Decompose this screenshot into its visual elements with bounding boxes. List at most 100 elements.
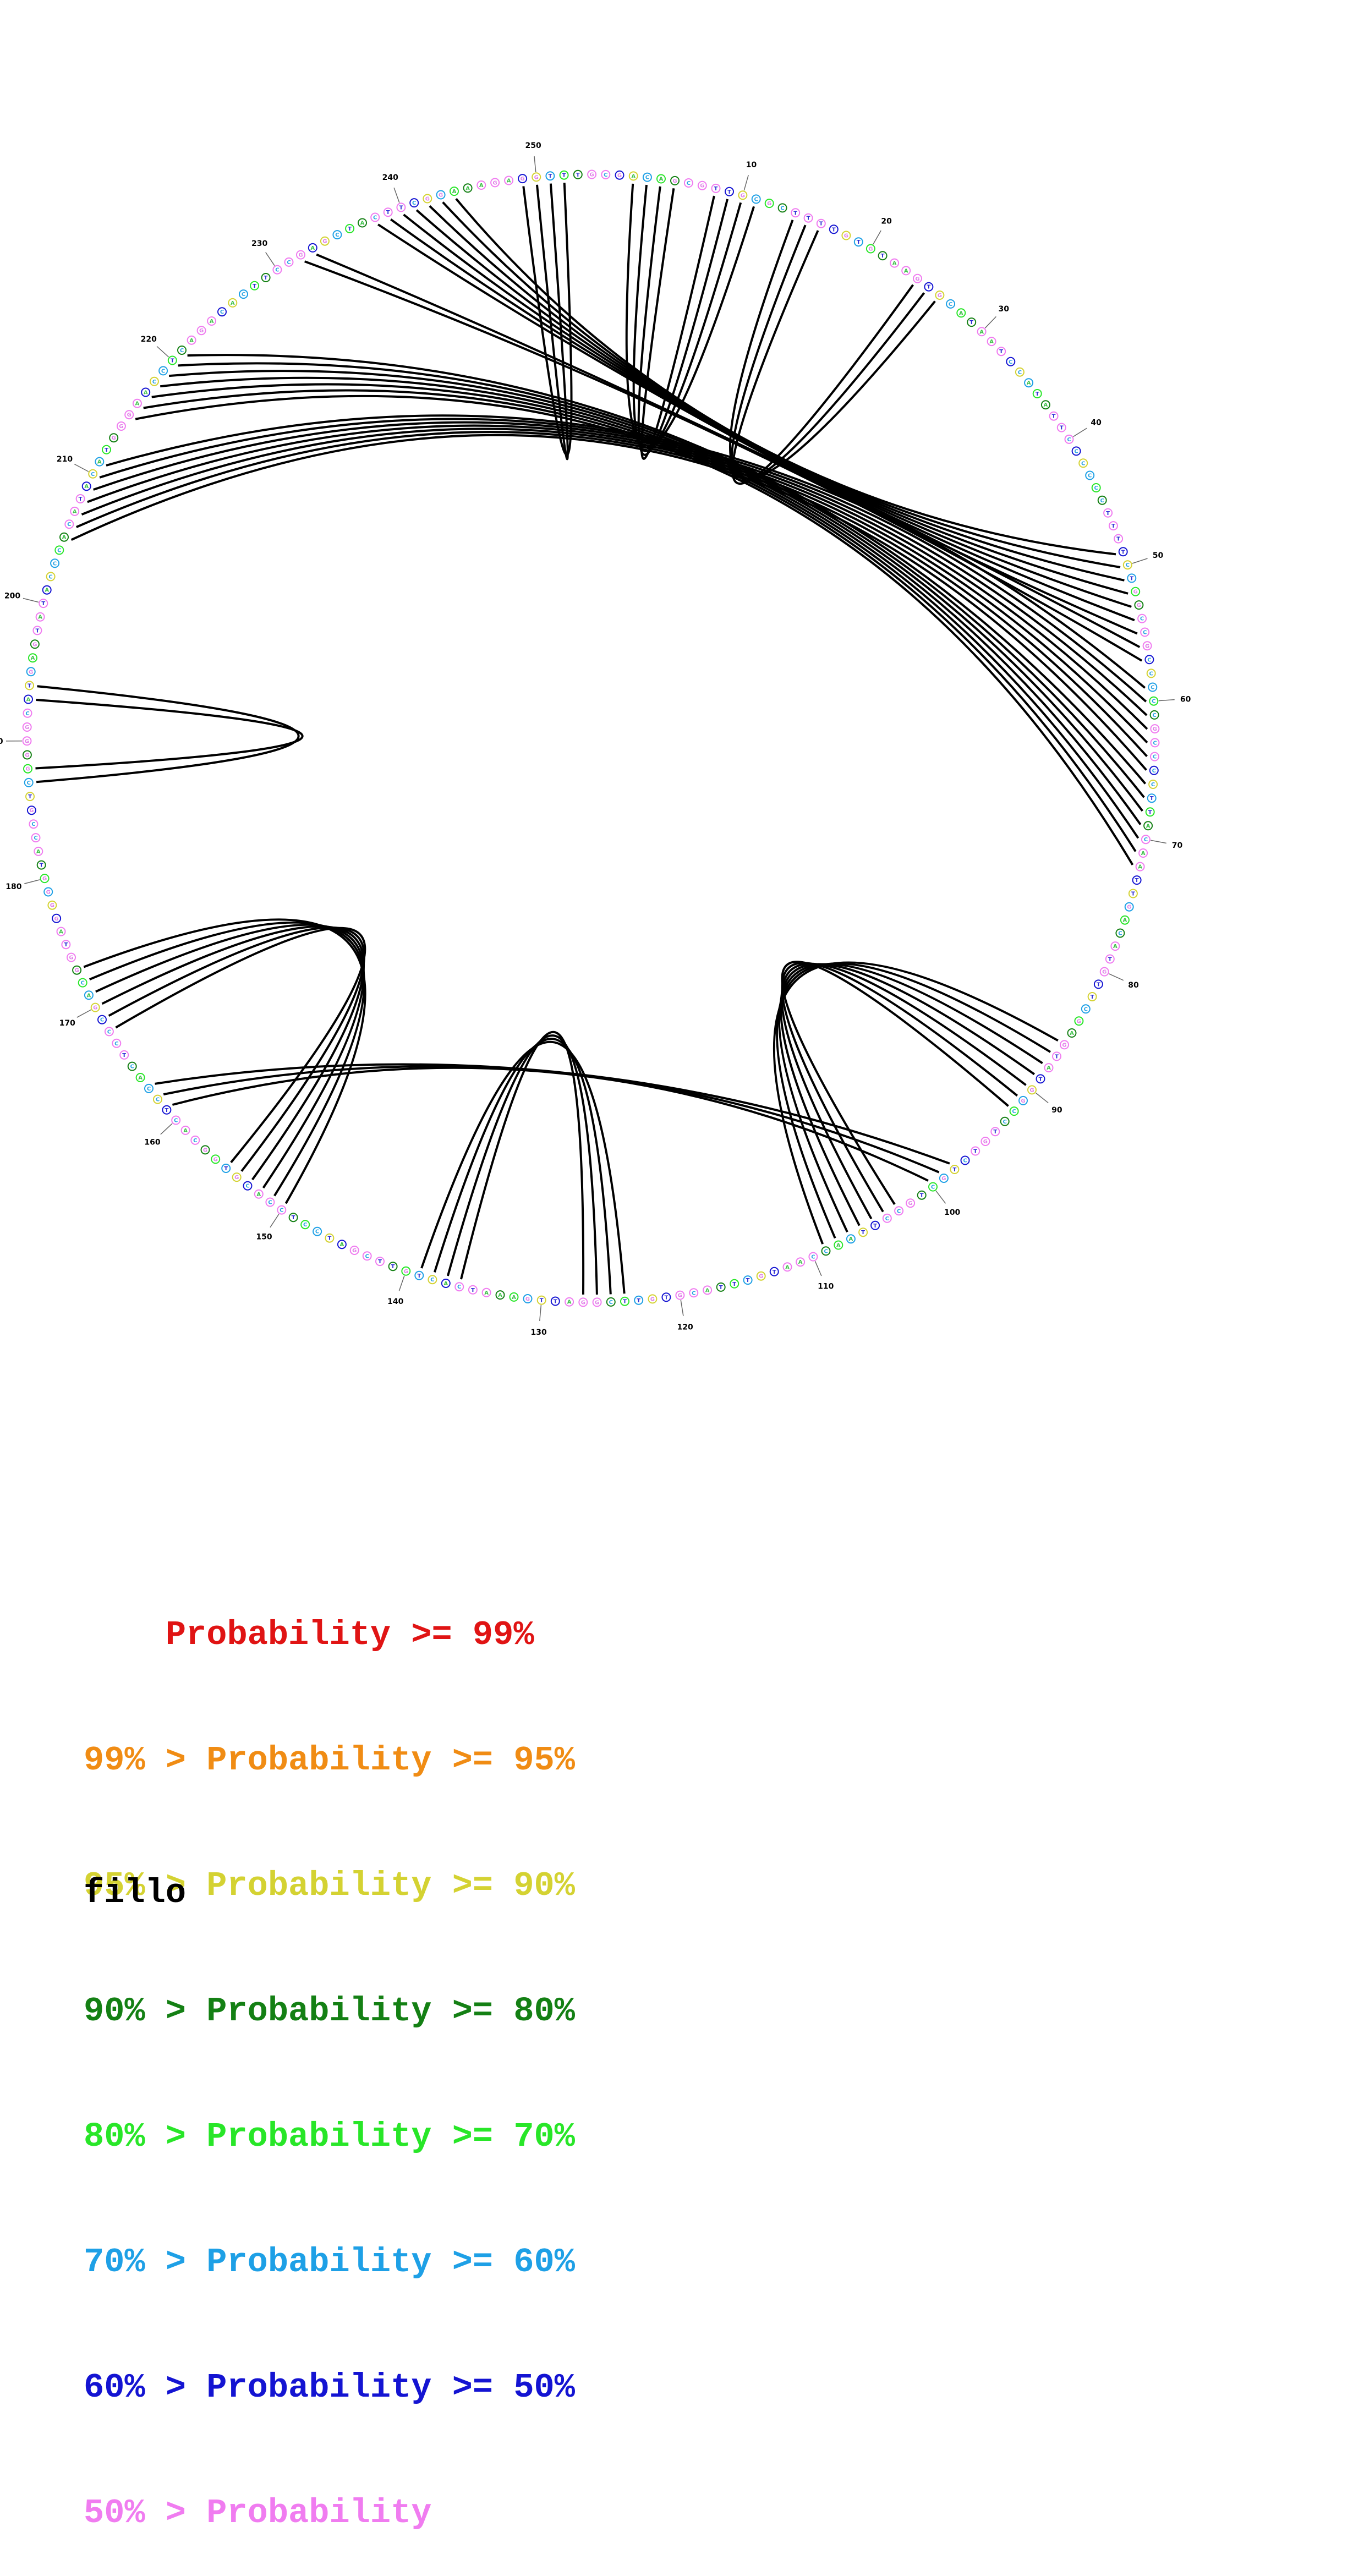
nucleotide: G	[23, 723, 31, 731]
nucleotide-letter: A	[1044, 402, 1048, 408]
position-tick	[266, 253, 275, 266]
nucleotide: A	[188, 336, 196, 344]
nucleotide-letter: T	[391, 1264, 395, 1270]
nucleotide-letter: A	[892, 261, 897, 267]
nucleotide: C	[1124, 561, 1132, 569]
nucleotide: A	[1111, 942, 1119, 950]
nucleotide: G	[437, 191, 445, 199]
nucleotide: T	[817, 220, 825, 228]
nucleotide-letter: A	[567, 1300, 572, 1306]
nucleotide: A	[358, 219, 366, 227]
nucleotide: C	[1147, 669, 1155, 677]
nucleotide-letter: C	[1144, 837, 1148, 843]
nucleotide: A	[847, 1235, 855, 1243]
nucleotide: C	[1116, 929, 1124, 938]
nucleotide-letter: C	[1151, 782, 1155, 788]
nucleotide: C	[277, 1206, 286, 1214]
position-label: 150	[256, 1233, 272, 1242]
nucleotide-letter: T	[327, 1236, 331, 1242]
position-label: 190	[0, 737, 3, 746]
nucleotide-letter: T	[623, 1299, 627, 1305]
nucleotide-letter: G	[74, 968, 79, 974]
nucleotide-letter: G	[119, 424, 123, 430]
nucleotide: T	[730, 1280, 738, 1288]
nucleotide-letter: C	[1012, 1109, 1016, 1115]
circular-structure-diagram: 1020304050607080901001101201301401501601…	[0, 0, 1364, 1375]
nucleotide-letter: G	[1145, 643, 1149, 649]
nucleotide: T	[918, 1191, 926, 1199]
nucleotide-letter: C	[1074, 448, 1078, 454]
nucleotide-letter: C	[365, 1253, 369, 1259]
nucleotide: T	[546, 172, 554, 180]
nucleotide-letter: G	[1077, 1018, 1081, 1024]
nucleotide-letter: A	[73, 509, 77, 515]
nucleotide-letter: C	[1118, 931, 1122, 937]
nucleotide: A	[43, 586, 51, 594]
position-tick	[270, 1214, 279, 1227]
base-pair-arc	[36, 686, 299, 782]
nucleotide: A	[629, 172, 638, 180]
nucleotide: G	[24, 765, 32, 773]
nucleotide: G	[198, 326, 206, 335]
nucleotide: A	[988, 337, 996, 346]
position-tick	[399, 1276, 404, 1291]
nucleotide-letter: A	[340, 1242, 344, 1248]
nucleotide-letter: A	[138, 1075, 143, 1081]
nucleotide-letter: C	[811, 1254, 815, 1260]
nucleotide: C	[1079, 459, 1087, 467]
nucleotide: G	[648, 1295, 656, 1303]
nucleotide: C	[218, 308, 226, 316]
nucleotide-letter: C	[57, 547, 61, 553]
nucleotide-letter: A	[62, 535, 67, 541]
nucleotide-letter: G	[127, 412, 132, 418]
nucleotide-letter: G	[32, 642, 37, 648]
nucleotide-letter: A	[989, 339, 994, 345]
nucleotide-letter: G	[25, 766, 30, 772]
nucleotide-letter: G	[54, 916, 58, 922]
nucleotide: T	[924, 283, 933, 291]
nucleotide: G	[31, 640, 39, 648]
base-pair-arc	[774, 962, 1058, 1244]
nucleotide-letter: C	[1081, 461, 1085, 467]
base-pair-arc	[730, 220, 935, 479]
nucleotide-letter: A	[849, 1236, 853, 1242]
nucleotide-letter: C	[1140, 616, 1144, 622]
nucleotide: A	[136, 1073, 145, 1082]
position-label: 210	[57, 455, 73, 464]
nucleotide-letter: T	[727, 189, 731, 195]
nucleotide: C	[1065, 435, 1073, 443]
nucleotide: T	[1094, 980, 1103, 988]
position-tick	[681, 1300, 683, 1316]
nucleotide-letter: G	[298, 253, 303, 259]
nucleotide-letter: G	[29, 669, 33, 675]
nucleotide: C	[455, 1282, 463, 1291]
nucleotide: A	[442, 1279, 450, 1287]
nucleotide: A	[510, 1293, 518, 1301]
nucleotide: T	[120, 1051, 128, 1059]
nucleotide: T	[744, 1276, 752, 1284]
nucleotide: A	[796, 1258, 804, 1266]
nucleotide-letter: G	[741, 193, 745, 199]
nucleotide: T	[397, 203, 405, 211]
nucleotide-letter: A	[452, 189, 457, 195]
nucleotide: G	[906, 1199, 914, 1207]
nucleotide-letter: C	[1084, 1006, 1088, 1012]
nucleotide: A	[483, 1289, 491, 1297]
nucleotide: A	[902, 266, 910, 275]
nucleotide: T	[725, 188, 733, 196]
nucleotide-letter: G	[700, 183, 704, 189]
nucleotide-letter: T	[399, 205, 403, 211]
nucleotide-letter: G	[844, 233, 848, 239]
legend-row-p70: 80% > Probability >= 70%	[84, 2116, 575, 2158]
nucleotide-letter: C	[963, 1158, 967, 1164]
nucleotide-letter: C	[1088, 473, 1092, 479]
base-pair-arc	[87, 426, 1147, 729]
nucleotide-letter: G	[581, 1300, 585, 1306]
nucleotide: C	[128, 1062, 136, 1071]
position-tick	[1073, 428, 1087, 436]
nucleotide: T	[859, 1228, 867, 1236]
nucleotide-letter: A	[26, 697, 31, 703]
nucleotide: C	[273, 266, 281, 274]
nucleotide: A	[890, 259, 899, 267]
nucleotide-letter: C	[107, 1029, 111, 1035]
